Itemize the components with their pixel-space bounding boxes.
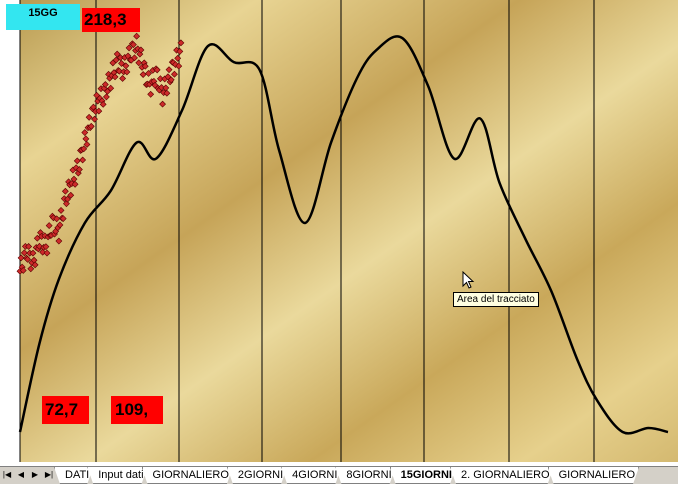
tab-8giorni[interactable]: 8GIORNI: [335, 467, 395, 484]
value-top-badge: 218,3: [82, 8, 140, 32]
mouse-cursor-icon: [462, 271, 475, 289]
marker-point-148: [176, 47, 184, 55]
marker-point-8: [25, 243, 33, 250]
tab-input-dati[interactable]: Input dati: [87, 467, 147, 484]
marker-point-4: [20, 249, 28, 257]
smooth-curve-line: [18, 35, 669, 435]
marker-point-12: [29, 249, 37, 257]
tab-giornaliero[interactable]: GIORNALIERO: [548, 467, 639, 484]
marker-point-61: [82, 135, 90, 143]
scatter-markers: [16, 32, 185, 275]
tooltip: Area del tracciato: [453, 292, 539, 307]
marker-point-42: [61, 187, 69, 195]
marker-point-94: [118, 59, 125, 67]
marker-point-43: [63, 200, 70, 208]
marker-point-68: [90, 103, 97, 111]
marker-point-79: [101, 81, 109, 88]
marker-point-37: [56, 221, 64, 229]
marker-point-59: [80, 145, 88, 153]
marker-point-73: [95, 107, 103, 115]
marker-point-44: [64, 195, 71, 203]
marker-point-40: [59, 215, 67, 223]
sheet-label-badge: 15GG: [6, 4, 80, 30]
marker-point-149: [177, 39, 185, 47]
marker-point-138: [165, 66, 173, 74]
marker-point-69: [91, 115, 98, 123]
marker-point-25: [43, 249, 51, 257]
marker-point-77: [99, 100, 107, 108]
marker-point-98: [122, 62, 130, 70]
marker-point-132: [159, 100, 166, 108]
marker-point-106: [131, 54, 138, 62]
marker-point-92: [115, 67, 123, 75]
marker-point-121: [147, 90, 155, 98]
marker-point-14: [31, 261, 39, 269]
tab-giornaliero[interactable]: GIORNALIERO: [142, 467, 233, 484]
marker-point-55: [75, 166, 83, 173]
marker-point-130: [156, 75, 164, 83]
marker-point-38: [57, 207, 65, 214]
marker-point-66: [87, 122, 95, 130]
tab-dati[interactable]: DATI: [54, 467, 93, 484]
marker-point-34: [53, 215, 61, 223]
marker-point-84: [107, 84, 115, 92]
marker-point-21: [39, 248, 47, 256]
marker-point-119: [145, 70, 152, 77]
marker-point-90: [113, 50, 121, 58]
marker-point-51: [71, 180, 79, 188]
marker-point-99: [123, 68, 131, 76]
marker-point-112: [137, 46, 145, 54]
marker-point-146: [174, 54, 182, 62]
marker-point-116: [141, 62, 149, 70]
marker-point-88: [111, 73, 119, 81]
sheet-tabs: DATI Input dati GIORNALIERO 2GIORNI 4GIORNI 8…: [60, 467, 639, 484]
marker-point-47: [67, 191, 75, 199]
marker-point-89: [112, 56, 120, 64]
chart-plot-area[interactable]: [0, 0, 678, 462]
marker-point-62: [83, 141, 91, 148]
marker-point-58: [79, 156, 87, 164]
tab-4giorni[interactable]: 4GIORNI: [281, 467, 341, 484]
value-low-right-badge: 109,: [111, 396, 163, 424]
marker-point-24: [42, 243, 50, 251]
marker-point-10: [27, 265, 35, 273]
marker-point-60: [81, 129, 89, 136]
marker-point-1: [17, 254, 25, 262]
marker-point-147: [175, 62, 183, 70]
marker-point-80: [102, 93, 110, 101]
marker-point-101: [125, 44, 133, 52]
marker-point-108: [133, 32, 141, 40]
marker-point-144: [172, 61, 179, 69]
prev-sheet-icon[interactable]: ◀: [17, 470, 25, 479]
marker-point-136: [163, 89, 171, 97]
tab-15giorni[interactable]: 15GIORNI: [390, 467, 456, 484]
marker-point-53: [73, 157, 81, 165]
tab-2giorni[interactable]: 2GIORNI: [227, 467, 287, 484]
marker-point-7: [24, 255, 31, 263]
marker-point-131: [158, 84, 165, 91]
sheet-tab-bar: |◀ ◀ ▶ ▶| DATI Input dati GIORNALIERO 2GIOR…: [0, 466, 678, 484]
marker-point-143: [171, 70, 178, 78]
next-sheet-icon[interactable]: ▶: [31, 470, 39, 479]
marker-point-64: [85, 113, 93, 121]
marker-point-27: [45, 222, 53, 229]
marker-point-140: [167, 76, 175, 84]
marker-point-95: [119, 75, 127, 82]
marker-point-110: [135, 59, 143, 67]
last-sheet-icon[interactable]: ▶|: [44, 470, 54, 479]
marker-point-114: [139, 71, 147, 78]
value-low-left-badge: 72,7: [42, 396, 89, 424]
marker-point-36: [55, 237, 63, 245]
tab-2-giornaliero[interactable]: 2. GIORNALIERO: [450, 467, 554, 484]
first-sheet-icon[interactable]: |◀: [2, 470, 12, 479]
marker-point-127: [153, 66, 161, 74]
plot-background: [20, 0, 678, 462]
marker-point-105: [129, 41, 137, 49]
marker-point-3: [19, 267, 27, 274]
